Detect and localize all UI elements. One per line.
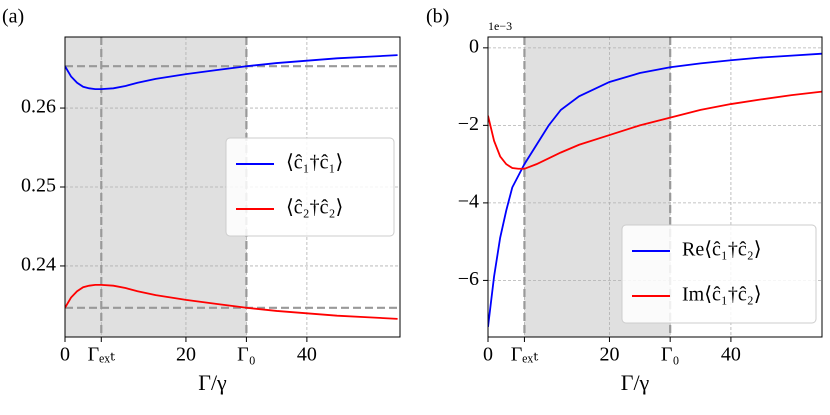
- x-axis-label: Γ/γ: [198, 370, 227, 395]
- y-tick-label: 0.24: [21, 254, 56, 276]
- legend-label: Re⟨ĉ₁†ĉ₂⟩: [682, 239, 762, 261]
- offset-text: 1e−3: [488, 19, 512, 33]
- y-tick-label: −4: [458, 190, 479, 212]
- legend-box: [225, 137, 395, 237]
- y-tick-label: 0.25: [21, 175, 56, 197]
- panel: 0 Γₑₓₜ 20 Γ₀ 40 −6 −4 −2 0 Γ/γ (b) 1e−3 Re⟨ĉ₁†ĉ₂⟩ Im⟨…: [426, 6, 823, 395]
- panel: 0 Γₑₓₜ 20 Γ₀ 40 0.24 0.25 0.26 Γ/γ (a) ⟨ĉ₁†ĉ₁⟩ ⟨ĉ₂†…: [2, 6, 401, 395]
- legend-label: Im⟨ĉ₁†ĉ₂⟩: [682, 284, 762, 306]
- x-tick-label: Γₑₓₜ: [511, 344, 538, 366]
- legend-label: ⟨ĉ₁†ĉ₁⟩: [286, 152, 343, 174]
- legend-box: [621, 224, 817, 324]
- x-tick-label: 40: [297, 344, 317, 366]
- panel-label: (b): [426, 6, 449, 28]
- panel-label: (a): [2, 6, 24, 28]
- legend-label: ⟨ĉ₂†ĉ₂⟩: [286, 197, 343, 219]
- x-tick-label: 40: [721, 344, 741, 366]
- x-tick-label: Γ₀: [237, 344, 256, 366]
- y-tick-label: −6: [458, 268, 479, 290]
- x-tick-label: 20: [599, 344, 619, 366]
- series-line: [65, 54, 398, 91]
- y-tick-label: 0.26: [21, 96, 56, 118]
- x-tick-label: 0: [483, 344, 493, 366]
- x-tick-label: Γₑₓₜ: [88, 344, 115, 366]
- y-tick-label: −2: [458, 113, 479, 135]
- series-line: [488, 52, 822, 328]
- y-tick-label: 0: [469, 35, 479, 57]
- series-line: [65, 283, 398, 320]
- plot-frame: [64, 36, 401, 338]
- series-line: [488, 90, 822, 170]
- x-axis-label: Γ/γ: [621, 370, 650, 395]
- x-tick-label: 0: [60, 344, 70, 366]
- plot-frame: [487, 36, 823, 338]
- x-tick-label: 20: [176, 344, 196, 366]
- x-tick-label: Γ₀: [661, 344, 680, 366]
